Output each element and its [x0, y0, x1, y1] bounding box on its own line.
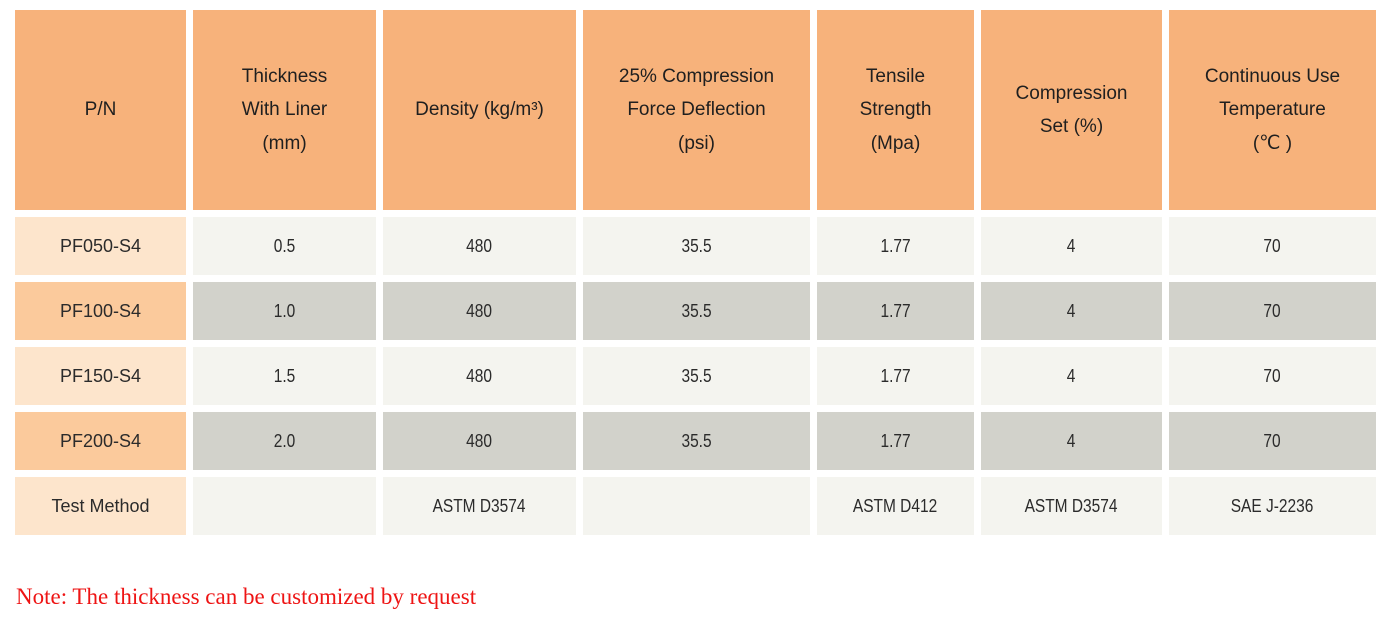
cell-value: 480: [466, 235, 493, 256]
value-cell: 1.77: [817, 282, 974, 340]
table-row: PF050-S4 0.5 480 35.5 1.77 4 70: [15, 217, 1376, 275]
cell-value: SAE J-2236: [1231, 495, 1314, 516]
value-cell: 35.5: [583, 347, 810, 405]
value-cell: ASTM D3574: [981, 477, 1162, 535]
value-cell: 4: [981, 347, 1162, 405]
col-header-compression-set: Compression Set (%): [981, 10, 1162, 210]
cell-value: 70: [1263, 365, 1282, 386]
value-cell: 35.5: [583, 412, 810, 470]
value-cell: [583, 477, 810, 535]
cell-value: ASTM D3574: [1025, 495, 1118, 516]
cell-value: 35.5: [681, 235, 712, 256]
value-cell: [193, 477, 376, 535]
value-cell: 2.0: [193, 412, 376, 470]
spec-table-header: P/N Thickness With Liner (mm) Density (k…: [15, 10, 1376, 210]
pn-cell: PF100-S4: [15, 282, 186, 340]
cell-value: 4: [1067, 235, 1076, 256]
cell-value: 1.0: [273, 300, 296, 321]
header-row: P/N Thickness With Liner (mm) Density (k…: [15, 10, 1376, 210]
cell-value: ASTM D412: [853, 495, 938, 516]
value-cell: 35.5: [583, 282, 810, 340]
value-cell: 70: [1169, 282, 1376, 340]
cell-value: 1.77: [880, 430, 911, 451]
value-cell: ASTM D412: [817, 477, 974, 535]
cell-value: 1.77: [880, 365, 911, 386]
cell-value: 480: [466, 300, 493, 321]
value-cell: 4: [981, 282, 1162, 340]
cell-value: 480: [466, 365, 493, 386]
table-row: PF100-S4 1.0 480 35.5 1.77 4 70: [15, 282, 1376, 340]
value-cell: 480: [383, 347, 576, 405]
value-cell: 4: [981, 217, 1162, 275]
table-row: PF200-S4 2.0 480 35.5 1.77 4 70: [15, 412, 1376, 470]
cell-value: 35.5: [681, 430, 712, 451]
value-cell: 70: [1169, 217, 1376, 275]
value-cell: 1.77: [817, 412, 974, 470]
cell-value: 4: [1067, 430, 1076, 451]
pn-cell: Test Method: [15, 477, 186, 535]
value-cell: SAE J-2236: [1169, 477, 1376, 535]
col-header-thickness: Thickness With Liner (mm): [193, 10, 376, 210]
col-header-tensile-strength: Tensile Strength (Mpa): [817, 10, 974, 210]
cell-value: 4: [1067, 365, 1076, 386]
pn-cell: PF200-S4: [15, 412, 186, 470]
cell-value: 480: [466, 430, 493, 451]
value-cell: 35.5: [583, 217, 810, 275]
cell-value: 4: [1067, 300, 1076, 321]
col-header-density: Density (kg/m³): [383, 10, 576, 210]
value-cell: 70: [1169, 347, 1376, 405]
col-header-compression-force-deflection: 25% Compression Force Deflection (psi): [583, 10, 810, 210]
pn-cell: PF150-S4: [15, 347, 186, 405]
value-cell: ASTM D3574: [383, 477, 576, 535]
cell-value: 2.0: [273, 430, 296, 451]
cell-value: 1.77: [880, 300, 911, 321]
value-cell: 70: [1169, 412, 1376, 470]
cell-value: 70: [1263, 430, 1282, 451]
value-cell: 480: [383, 282, 576, 340]
spec-table: P/N Thickness With Liner (mm) Density (k…: [8, 3, 1383, 542]
table-row-test-method: Test Method ASTM D3574 ASTM D412 ASTM D3…: [15, 477, 1376, 535]
cell-value: 0.5: [273, 235, 296, 256]
value-cell: 1.5: [193, 347, 376, 405]
cell-value: 1.5: [273, 365, 296, 386]
table-row: PF150-S4 1.5 480 35.5 1.77 4 70: [15, 347, 1376, 405]
note-text: Note: The thickness can be customized by…: [16, 584, 477, 609]
cell-value: ASTM D3574: [433, 495, 526, 516]
value-cell: 1.0: [193, 282, 376, 340]
cell-value: 1.77: [880, 235, 911, 256]
cell-value: 35.5: [681, 365, 712, 386]
cell-value: 70: [1263, 235, 1282, 256]
col-header-pn: P/N: [15, 10, 186, 210]
cell-value: 35.5: [681, 300, 712, 321]
value-cell: 0.5: [193, 217, 376, 275]
col-header-continuous-use-temperature: Continuous Use Temperature (℃ ): [1169, 10, 1376, 210]
spec-table-body: PF050-S4 0.5 480 35.5 1.77 4 70 PF100-S4…: [15, 217, 1376, 535]
value-cell: 1.77: [817, 217, 974, 275]
value-cell: 4: [981, 412, 1162, 470]
value-cell: 480: [383, 217, 576, 275]
value-cell: 1.77: [817, 347, 974, 405]
cell-value: 70: [1263, 300, 1282, 321]
pn-cell: PF050-S4: [15, 217, 186, 275]
value-cell: 480: [383, 412, 576, 470]
